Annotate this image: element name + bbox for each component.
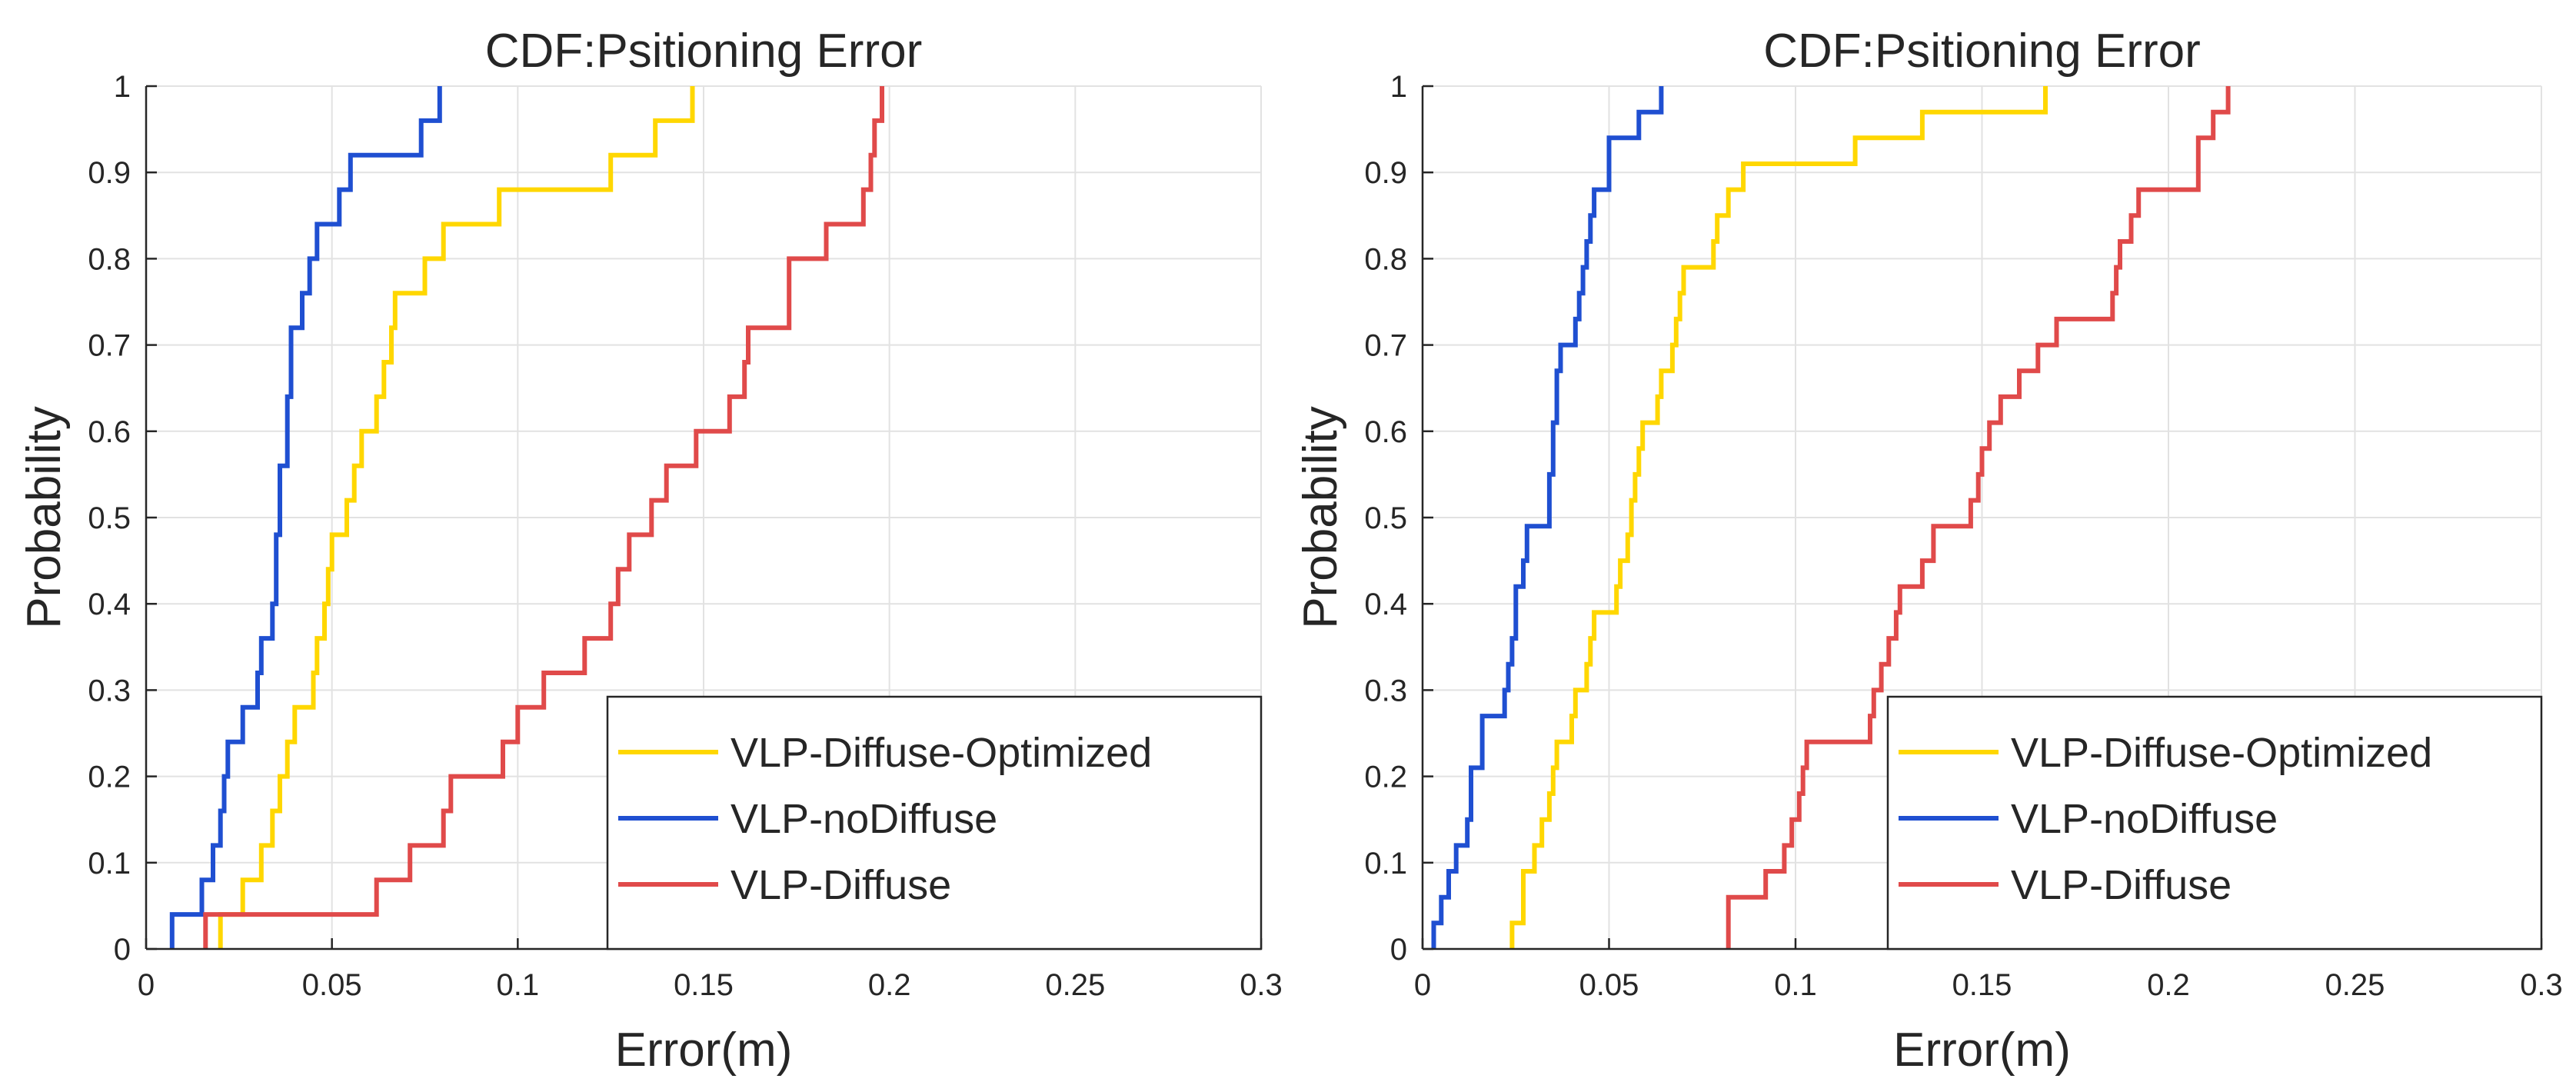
y-tick-label: 0.3 xyxy=(88,674,131,707)
x-tick-label: 0.25 xyxy=(1045,968,1105,1002)
legend-entry: VLP-noDiffuse xyxy=(2011,796,2278,842)
y-tick-label: 0.5 xyxy=(1364,501,1407,535)
series-line-vlp-diffuse xyxy=(203,86,884,949)
x-tick-label: 0.15 xyxy=(674,968,734,1002)
y-tick-label: 0.1 xyxy=(1364,847,1407,881)
y-tick-label: 0.8 xyxy=(88,242,131,276)
y-tick-label: 0.7 xyxy=(88,329,131,363)
y-tick-label: 0.5 xyxy=(88,501,131,535)
series-line-vlp-nodiffuse xyxy=(1431,86,1664,949)
chart-title: CDF:Psitioning Error xyxy=(485,25,922,78)
x-tick-label: 0.2 xyxy=(2147,968,2190,1002)
chart-title: CDF:Psitioning Error xyxy=(1763,25,2200,78)
y-axis-label: Probability xyxy=(1294,406,1347,628)
y-tick-label: 0.9 xyxy=(88,156,131,190)
y-tick-label: 0.6 xyxy=(88,415,131,449)
legend-box xyxy=(1886,695,2543,951)
x-tick-label: 0 xyxy=(1414,968,1431,1002)
chart-panel-2: 0 0.05 0.1 0.15 0.2 0.25 0.3 0 0.1 0.2 0.3 0.4 0.5 0.… xyxy=(1294,25,2563,1077)
y-tick-label: 0.1 xyxy=(88,847,131,881)
legend-entry: VLP-Diffuse-Optimized xyxy=(731,730,1152,776)
y-tick-label: 0.7 xyxy=(1364,329,1407,363)
x-tick-label: 0.3 xyxy=(1240,968,1283,1002)
y-tick-label: 0 xyxy=(114,933,131,967)
legend-entry: VLP-Diffuse xyxy=(2011,862,2232,908)
legend: VLP-Diffuse-Optimized VLP-noDiffuse VLP-Di… xyxy=(1886,695,2543,951)
x-axis-label: Error(m) xyxy=(1893,1024,2071,1077)
y-tick-label: 0.4 xyxy=(88,588,131,621)
x-tick-label: 0.1 xyxy=(1774,968,1817,1002)
chart-panel-1: 0 0.05 0.1 0.15 0.2 0.25 0.3 0 0.1 0.2 0.3 0.4 0.5 0.… xyxy=(18,25,1283,1077)
y-tick-label: 0.3 xyxy=(1364,674,1407,707)
legend: VLP-Diffuse-Optimized VLP-noDiffuse VLP-Di… xyxy=(606,695,1263,951)
series-line-vlp-diffuse xyxy=(1726,86,2231,949)
y-tick-label: 0.8 xyxy=(1364,242,1407,276)
y-tick-label: 0.2 xyxy=(1364,761,1407,794)
y-tick-label: 0.2 xyxy=(88,761,131,794)
legend-box xyxy=(606,695,1263,951)
series-line-vlp-diffuse-optimized xyxy=(1509,86,2048,949)
legend-entry: VLP-Diffuse-Optimized xyxy=(2011,730,2432,776)
x-tick-label: 0.15 xyxy=(1952,968,2012,1002)
x-tick-label: 0.05 xyxy=(302,968,362,1002)
y-tick-label: 0.9 xyxy=(1364,156,1407,190)
y-tick-label: 1 xyxy=(114,70,131,104)
x-tick-label: 0 xyxy=(138,968,155,1002)
x-axis-label: Error(m) xyxy=(615,1024,793,1077)
y-tick-label: 0.6 xyxy=(1364,415,1407,449)
x-tick-label: 0.05 xyxy=(1579,968,1639,1002)
x-tick-label: 0.1 xyxy=(497,968,540,1002)
legend-entry: VLP-Diffuse xyxy=(731,862,951,908)
x-tick-label: 0.25 xyxy=(2325,968,2385,1002)
x-tick-label: 0.2 xyxy=(868,968,911,1002)
y-axis-label: Probability xyxy=(18,406,71,628)
y-tick-label: 1 xyxy=(1390,70,1407,104)
y-tick-label: 0.4 xyxy=(1364,588,1407,621)
y-tick-label: 0 xyxy=(1390,933,1407,967)
series-line-vlp-diffuse-optimized xyxy=(218,86,695,949)
legend-entry: VLP-noDiffuse xyxy=(731,796,997,842)
x-tick-label: 0.3 xyxy=(2520,968,2563,1002)
series-line-vlp-nodiffuse xyxy=(169,86,442,949)
